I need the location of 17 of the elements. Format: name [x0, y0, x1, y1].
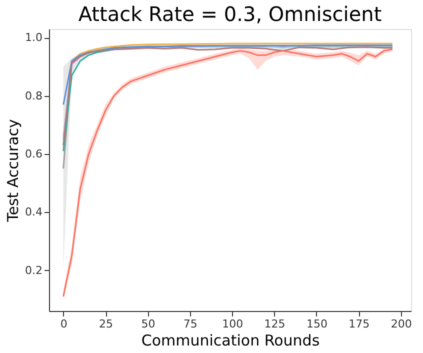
x-tick-label: 150	[306, 318, 328, 330]
x-tick-label: 0	[60, 318, 68, 330]
chart-title: Attack Rate = 0.3, Omniscient	[78, 2, 382, 26]
y-axis-title: Test Accuracy	[4, 118, 22, 223]
y-tick-label: 0.6	[25, 148, 42, 161]
x-tick-label: 100	[222, 318, 244, 330]
y-tick-label: 0.4	[25, 206, 42, 219]
y-tick-label: 0.2	[25, 264, 42, 277]
y-tick-label: 0.8	[25, 89, 42, 102]
x-tick-label: 125	[264, 318, 286, 330]
x-tick-label: 50	[141, 318, 156, 330]
x-axis-title: Communication Rounds	[141, 332, 320, 350]
y-tick-label: 1.0	[25, 31, 42, 44]
x-tick-label: 75	[183, 318, 198, 330]
x-tick-label: 25	[99, 318, 114, 330]
x-tick-label: 200	[390, 318, 412, 330]
x-tick-label: 175	[348, 318, 370, 330]
